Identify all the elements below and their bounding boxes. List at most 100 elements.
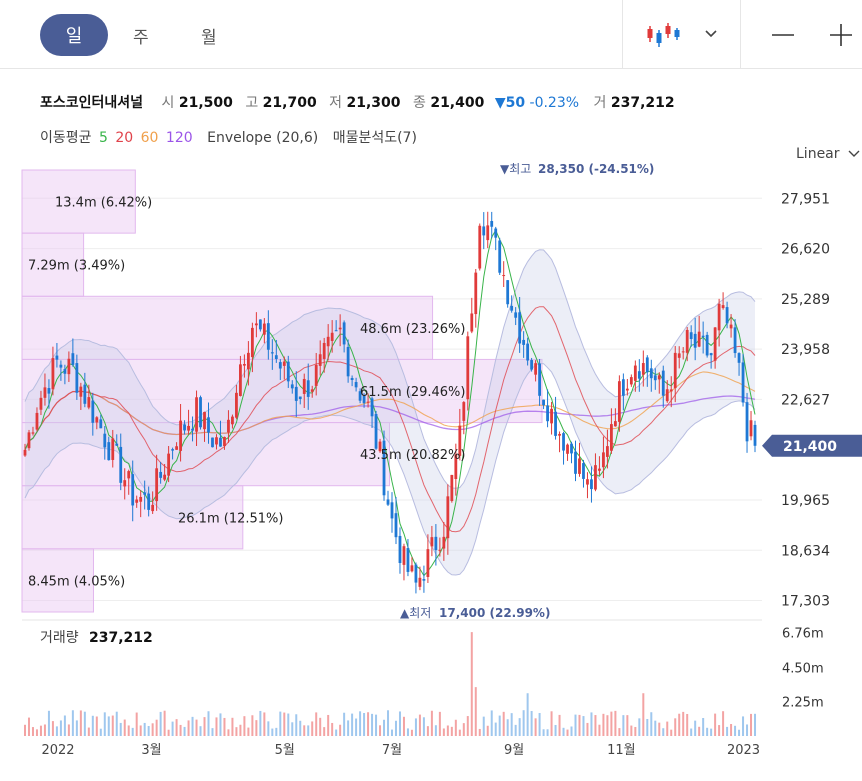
volume-bar	[426, 726, 429, 736]
volume-bar	[490, 710, 493, 736]
candle-body	[454, 454, 458, 480]
low-label: 저	[329, 95, 343, 111]
candle-body	[358, 391, 362, 401]
candle-body	[494, 228, 498, 238]
candle-body	[422, 579, 426, 581]
volume-bar	[391, 729, 393, 736]
candle-body	[199, 397, 202, 428]
candle-body	[127, 471, 131, 479]
plus-icon[interactable]	[830, 24, 852, 50]
candle-body	[490, 221, 494, 227]
candle-body	[83, 384, 87, 404]
candle-body	[578, 458, 581, 474]
candle-body	[506, 280, 510, 305]
candle-body	[195, 397, 198, 432]
volume-bar	[267, 721, 270, 736]
volume-bar	[674, 718, 677, 736]
volume-bar	[506, 719, 509, 736]
volume-bar	[414, 718, 417, 736]
ma-label[interactable]: 이동평균	[40, 130, 92, 146]
indicator-legend: 이동평균 5 20 60 120 Envelope (20,6) 매물분석도(7…	[40, 127, 420, 147]
envelope-band	[25, 249, 755, 576]
candle-body	[310, 389, 314, 392]
candle-body	[482, 226, 486, 236]
volume-bar	[83, 711, 86, 736]
candle-body	[382, 440, 386, 496]
ma5-label: 5	[98, 130, 108, 146]
volume-bar	[694, 720, 697, 736]
candle-body	[653, 375, 657, 381]
volume-profile-label[interactable]: 매물분석도(7)	[332, 130, 417, 146]
volume-bar	[335, 729, 338, 736]
volume-bar	[434, 725, 437, 736]
candle-body	[717, 303, 721, 331]
tab-day[interactable]: 일	[40, 14, 108, 56]
candle-body	[139, 496, 143, 502]
volume-bar	[402, 716, 405, 736]
volume-bar	[367, 712, 370, 736]
envelope-upper	[24, 249, 756, 489]
volume-bar	[622, 715, 625, 736]
tab-month[interactable]: 월	[201, 27, 217, 48]
candle-body	[681, 351, 685, 353]
candlestick-icon[interactable]	[646, 20, 680, 54]
volume-profile-bar	[21, 295, 434, 360]
volume-bar	[123, 719, 126, 736]
volume-bar	[263, 712, 266, 736]
volume-bar	[39, 725, 42, 736]
volume-bar	[79, 710, 82, 736]
volume-bar	[630, 725, 633, 736]
volume-bar	[486, 725, 489, 736]
candle-body	[633, 365, 637, 381]
volume-bar	[482, 716, 485, 736]
candle-body	[235, 392, 238, 418]
volume-bar	[139, 725, 142, 736]
candle-body	[183, 424, 186, 431]
candle-body	[713, 327, 717, 361]
volume-tick-label: 2.25m	[782, 696, 824, 711]
volume-bar	[634, 726, 637, 736]
candle-body	[374, 413, 378, 449]
volume-bar	[398, 711, 401, 736]
volume-bar	[179, 724, 182, 736]
candle-body	[582, 463, 585, 479]
scale-selector[interactable]: Linear	[796, 146, 860, 162]
volume-bar	[686, 713, 689, 736]
y-tick-label: 23,958	[781, 342, 830, 358]
volume-profile-bar	[21, 358, 543, 424]
volume-bar	[418, 714, 421, 736]
candle-body	[346, 346, 350, 377]
chevron-down-icon[interactable]	[704, 24, 718, 43]
volume-bar	[135, 712, 138, 736]
candle-body	[538, 363, 541, 396]
volume-bar	[143, 722, 146, 736]
candle-body	[51, 358, 55, 390]
volume-bar	[207, 711, 210, 736]
volume-bar	[702, 718, 705, 736]
volume-bar	[450, 726, 453, 736]
y-tick-label: 22,627	[781, 392, 830, 408]
candle-body	[438, 549, 442, 551]
stock-name: 포스코인터내셔널	[40, 95, 144, 111]
candle-body	[179, 420, 182, 451]
tab-week[interactable]: 주	[133, 27, 149, 48]
high-annotation-label: ▼최고	[500, 162, 531, 176]
candle-body	[350, 377, 354, 380]
envelope-label[interactable]: Envelope (20,6)	[207, 130, 319, 146]
volume-bar	[359, 711, 362, 736]
volume-bar	[422, 717, 425, 736]
candle-body	[586, 479, 589, 485]
volume-bar	[295, 714, 298, 736]
volume-bar	[498, 715, 501, 736]
volume-bar	[642, 693, 645, 736]
volume-bar	[171, 721, 174, 736]
candle-body	[470, 313, 474, 332]
candle-body	[522, 339, 526, 345]
candle-body	[298, 396, 302, 400]
volume-bar	[27, 717, 30, 736]
candle-body	[514, 312, 518, 318]
volume-bar	[371, 713, 374, 736]
volume-bar	[307, 725, 310, 736]
minus-icon[interactable]	[772, 24, 794, 50]
